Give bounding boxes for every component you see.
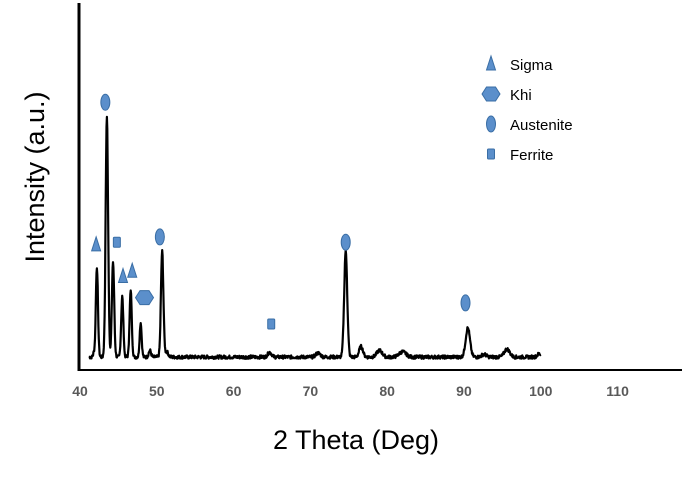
legend-label: Khi [510,87,532,104]
plot-area [88,93,542,360]
legend-label: Austenite [510,117,573,134]
austenite-peak-marker [340,233,351,251]
x-tick-label: 100 [529,383,553,399]
ferrite-peak-marker [112,236,121,248]
x-tick-labels: 40 50 60 70 80 90 100 110 [72,383,629,399]
legend-item-austenite: Austenite [486,115,573,134]
austenite-peak-marker [460,294,471,312]
y-axis-title: Intensity (a.u.) [20,91,50,262]
legend-item-sigma: Sigma [485,54,553,74]
square-icon [487,148,495,160]
x-tick-label: 70 [303,383,319,399]
khi-peak-marker [134,290,155,306]
legend-label: Ferrite [510,147,553,164]
x-tick-label: 40 [72,383,88,399]
legend-item-ferrite: Ferrite [487,147,553,164]
triangle-icon [485,54,497,71]
sigma-peak-marker [90,235,102,252]
hexagon-icon [481,86,501,102]
xrd-pattern-line [88,115,542,360]
sigma-peak-marker [117,266,129,284]
x-tick-label: 50 [149,383,165,399]
legend-label: Sigma [510,57,553,74]
x-tick-label: 110 [606,383,629,399]
legend-item-khi: Khi [481,86,532,104]
x-tick-label: 60 [226,383,242,399]
austenite-peak-marker [154,228,165,246]
ellipse-icon [486,115,496,133]
x-tick-label: 90 [456,383,472,399]
x-tick-label: 80 [379,383,395,399]
legend: Sigma Khi Austenite Ferrite [481,54,573,164]
austenite-peak-marker [100,93,111,111]
sigma-peak-marker [127,261,138,278]
ferrite-peak-marker [267,318,276,330]
x-axis-title: 2 Theta (Deg) [273,425,439,455]
